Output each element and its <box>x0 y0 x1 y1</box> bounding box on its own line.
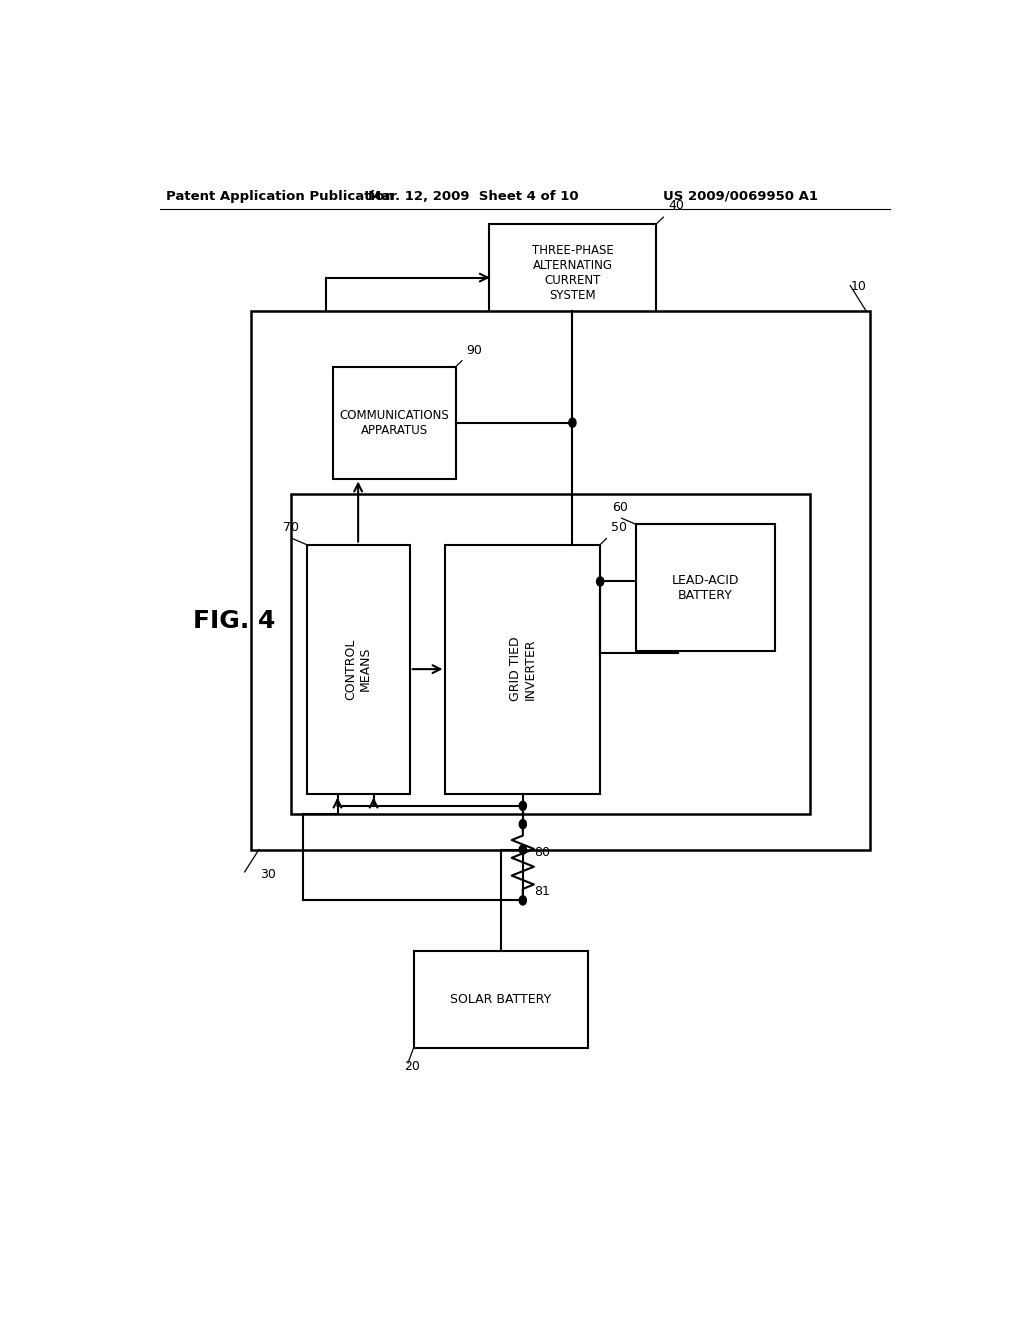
Text: 40: 40 <box>669 199 684 213</box>
Bar <box>445 545 600 793</box>
Bar <box>636 524 775 651</box>
Text: Mar. 12, 2009  Sheet 4 of 10: Mar. 12, 2009 Sheet 4 of 10 <box>368 190 579 202</box>
Circle shape <box>597 577 604 586</box>
Text: 80: 80 <box>534 846 550 858</box>
Text: 81: 81 <box>534 886 550 899</box>
Circle shape <box>519 801 526 810</box>
Bar <box>251 312 870 850</box>
Bar <box>291 494 811 814</box>
Text: 70: 70 <box>283 521 299 535</box>
Circle shape <box>569 418 575 428</box>
Text: 20: 20 <box>404 1060 420 1073</box>
Text: 90: 90 <box>466 343 482 356</box>
Circle shape <box>519 896 526 906</box>
Text: 60: 60 <box>612 502 628 515</box>
Text: 50: 50 <box>610 521 627 535</box>
Text: COMMUNICATIONS
APPARATUS: COMMUNICATIONS APPARATUS <box>339 409 450 437</box>
Text: GRID TIED
INVERTER: GRID TIED INVERTER <box>509 636 537 701</box>
Text: CONTROL
MEANS: CONTROL MEANS <box>344 639 372 700</box>
Text: US 2009/0069950 A1: US 2009/0069950 A1 <box>664 190 818 202</box>
Bar <box>333 367 456 479</box>
Circle shape <box>519 820 526 829</box>
Bar <box>414 952 588 1048</box>
Text: THREE-PHASE
ALTERNATING
CURRENT
SYSTEM: THREE-PHASE ALTERNATING CURRENT SYSTEM <box>531 244 613 302</box>
Text: LEAD-ACID
BATTERY: LEAD-ACID BATTERY <box>672 574 739 602</box>
Circle shape <box>519 845 526 854</box>
Bar <box>306 545 410 793</box>
Text: 30: 30 <box>260 867 276 880</box>
Text: FIG. 4: FIG. 4 <box>194 609 275 632</box>
Text: SOLAR BATTERY: SOLAR BATTERY <box>451 993 552 1006</box>
Text: Patent Application Publication: Patent Application Publication <box>166 190 394 202</box>
Bar <box>489 224 655 321</box>
Text: 10: 10 <box>850 280 866 293</box>
